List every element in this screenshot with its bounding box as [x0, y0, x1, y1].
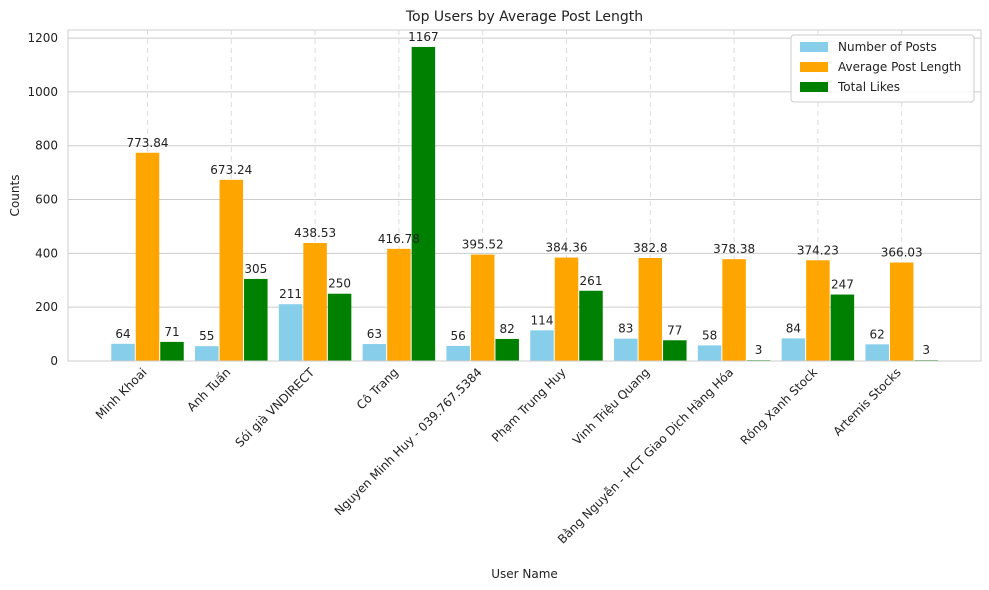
- bar-value-label: 55: [199, 329, 214, 343]
- bar-value-label: 3: [922, 343, 930, 357]
- y-tick-label: 600: [35, 193, 58, 207]
- legend-label: Total Likes: [837, 80, 900, 94]
- bar-value-label: 673.24: [210, 163, 252, 177]
- bar-value-label: 62: [870, 327, 885, 341]
- bar-value-label: 1167: [408, 30, 439, 44]
- x-axis-label: User Name: [491, 567, 558, 581]
- bar-value-label: 3: [755, 343, 763, 357]
- y-tick-label: 800: [35, 139, 58, 153]
- bar-value-label: 71: [164, 325, 179, 339]
- bar: [278, 304, 303, 361]
- chart-title: Top Users by Average Post Length: [405, 9, 643, 25]
- bar-value-label: 250: [328, 277, 351, 291]
- bar: [865, 344, 889, 361]
- bar: [614, 338, 638, 361]
- bar-value-label: 416.78: [378, 232, 420, 246]
- bar: [663, 340, 687, 361]
- bar-value-label: 382.8: [633, 241, 667, 255]
- data-labels: 64 55 211 63 56 114 83 58 84 62 773.84 673.24 438.53…: [115, 30, 930, 357]
- x-tick-label: Phạm Trung Huy: [489, 365, 569, 445]
- bar: [362, 344, 387, 361]
- bar-value-label: 395.52: [462, 238, 504, 252]
- legend-box: [790, 34, 975, 103]
- bar-value-label: 366.03: [881, 245, 923, 259]
- bar-value-label: 438.53: [294, 226, 336, 240]
- x-tick-label: Artemis Stocks: [830, 365, 903, 438]
- legend-swatch: [800, 62, 828, 72]
- bar: [889, 262, 914, 361]
- x-tick-label: Cô Trang: [354, 365, 401, 412]
- bar: [327, 293, 352, 361]
- bar-value-label: 247: [831, 278, 854, 292]
- y-axis-ticks: 0 200 400 600 800 1000 1200: [27, 31, 58, 368]
- bar-value-label: 773.84: [127, 136, 169, 150]
- x-tick-label: Minh Khoai: [93, 365, 150, 422]
- bar-value-label: 384.36: [546, 241, 588, 255]
- bar-value-label: 58: [702, 328, 717, 342]
- y-tick-label: 400: [35, 246, 58, 260]
- bar: [579, 290, 603, 361]
- bar-value-label: 56: [451, 329, 466, 343]
- bar-value-label: 84: [786, 321, 801, 335]
- bar: [219, 179, 244, 361]
- bar-value-label: 114: [531, 313, 554, 327]
- bar: [722, 259, 746, 361]
- bar: [244, 278, 268, 361]
- x-tick-label: Bằng Nguyễn - HCT Giao Dịch Hàng Hóa: [555, 365, 736, 546]
- bar-value-label: 261: [580, 274, 603, 288]
- y-tick-label: 1000: [27, 85, 58, 99]
- bar: [135, 152, 160, 361]
- bar-value-label: 378.38: [713, 242, 755, 256]
- bar: [495, 338, 519, 361]
- bar: [806, 260, 830, 361]
- bar: [195, 346, 219, 361]
- bar: [446, 345, 470, 361]
- bars: [111, 46, 938, 361]
- y-tick-label: 1200: [27, 31, 58, 45]
- bar-value-label: 77: [667, 323, 682, 337]
- bar: [111, 343, 135, 361]
- bar-value-label: 64: [115, 327, 130, 341]
- bar: [411, 46, 436, 361]
- plot-frame: [67, 29, 982, 362]
- bar: [160, 341, 184, 361]
- y-axis-label: Counts: [8, 175, 22, 217]
- x-axis-ticks: Minh Khoai Anh Tuấn Sói già VNDIRECT Cô Tra…: [93, 365, 904, 547]
- legend-label: Average Post Length: [838, 60, 961, 74]
- bar: [470, 254, 495, 361]
- bar-value-label: 374.23: [797, 243, 839, 257]
- legend-swatch: [800, 42, 828, 52]
- bar: [303, 242, 327, 361]
- x-tick-label: Rồng Xanh Stock: [738, 365, 820, 447]
- y-tick-label: 200: [35, 300, 58, 314]
- y-tick-label: 0: [50, 354, 58, 368]
- bar-value-label: 63: [367, 327, 382, 341]
- bar: [554, 257, 579, 361]
- bar-value-label: 83: [618, 322, 633, 336]
- bar: [830, 294, 855, 361]
- legend-label: Number of Posts: [838, 40, 937, 54]
- bar: [387, 248, 411, 361]
- x-tick-label: Anh Tuấn: [184, 365, 233, 414]
- bar: [697, 345, 722, 361]
- bar-value-label: 82: [500, 322, 515, 336]
- bar: [530, 330, 554, 361]
- x-tick-label: Vinh Triệu Quang: [570, 365, 652, 447]
- x-tick-label: Sói già VNDIRECT: [232, 365, 317, 450]
- bar-value-label: 211: [279, 287, 302, 301]
- legend: Number of Posts Average Post Length Total …: [790, 34, 975, 103]
- legend-swatch: [800, 82, 828, 92]
- bar: [781, 338, 806, 361]
- bar-value-label: 305: [244, 262, 267, 276]
- bar: [638, 257, 663, 361]
- x-tick-label: Nguyen Minh Huy - 039.767.5384: [332, 365, 485, 518]
